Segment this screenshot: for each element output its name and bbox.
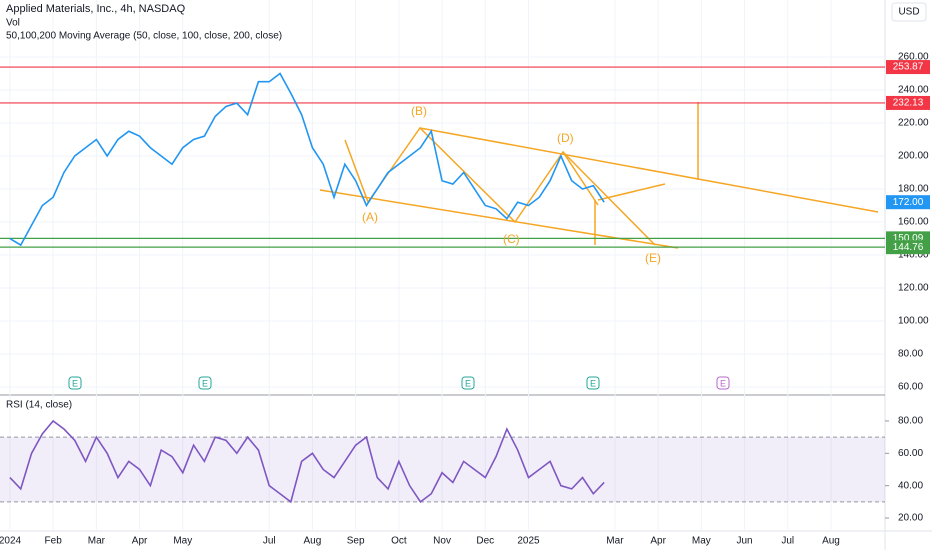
x-tick-label: Apr bbox=[650, 536, 666, 547]
level-label: 232.13 bbox=[893, 98, 924, 109]
level-badge bbox=[886, 240, 930, 255]
earnings-badge bbox=[586, 376, 600, 390]
indicator-label: Vol bbox=[6, 18, 20, 29]
wave-e bbox=[562, 151, 656, 246]
x-tick-label: Oct bbox=[391, 536, 407, 547]
last-price-badge bbox=[886, 195, 930, 210]
earnings-badge bbox=[716, 376, 730, 390]
x-tick-label: May bbox=[692, 536, 711, 547]
grid bbox=[0, 0, 885, 530]
earnings-label: E bbox=[720, 378, 726, 388]
earnings-label: E bbox=[202, 378, 208, 388]
last-price-label: 172.00 bbox=[893, 197, 924, 208]
y-tick-label: 240.00 bbox=[898, 85, 929, 96]
currency[interactable]: USD bbox=[898, 7, 919, 18]
x-tick-label: Dec bbox=[476, 536, 494, 547]
y-tick-label: 60.00 bbox=[898, 382, 923, 393]
x-tick-label: May bbox=[173, 536, 192, 547]
earnings-badge bbox=[68, 376, 82, 390]
y-tick-label: 160.00 bbox=[898, 217, 929, 228]
x-tick-label: Feb bbox=[45, 536, 63, 547]
y-tick-label: 60.00 bbox=[898, 448, 923, 459]
x-tick-label: Aug bbox=[304, 536, 322, 547]
y-tick-label: 40.00 bbox=[898, 480, 923, 491]
x-tick-label: Mar bbox=[606, 536, 624, 547]
x-tick-label: Aug bbox=[822, 536, 840, 547]
x-tick-label: Mar bbox=[88, 536, 106, 547]
x-tick-label: Jul bbox=[263, 536, 276, 547]
y-tick-label: 140.00 bbox=[898, 250, 929, 261]
price-pane bbox=[0, 66, 885, 248]
x-tick-label: Sep bbox=[347, 536, 365, 547]
x-tick-label: Nov bbox=[433, 536, 451, 547]
annotation: (E) bbox=[645, 251, 661, 265]
rsi-band bbox=[0, 437, 885, 502]
y-tick-label: 200.00 bbox=[898, 151, 929, 162]
rsi-title: RSI (14, close) bbox=[6, 400, 72, 411]
y-tick-label: 20.00 bbox=[898, 513, 923, 524]
earnings: E E E E E bbox=[68, 376, 730, 390]
y-tick-label: 80.00 bbox=[898, 349, 923, 360]
earnings-badge bbox=[198, 376, 212, 390]
x-tick-label: 2024 bbox=[0, 536, 21, 547]
y-tick-label: 220.00 bbox=[898, 118, 929, 129]
chart-title: Applied Materials, Inc., 4h, NASDAQ bbox=[6, 3, 186, 15]
annotation: (A) bbox=[362, 210, 378, 224]
annotation: (B) bbox=[411, 104, 427, 118]
annotation: (C) bbox=[503, 232, 520, 246]
earnings-label: E bbox=[590, 378, 596, 388]
y-tick-label: 80.00 bbox=[898, 416, 923, 427]
x-tick-label: Apr bbox=[132, 536, 148, 547]
level-label: 253.87 bbox=[893, 62, 924, 73]
series-line bbox=[9, 419, 605, 504]
x-tick-label: Jun bbox=[736, 536, 752, 547]
wave-line bbox=[597, 183, 666, 201]
x-tick-label: 2025 bbox=[517, 536, 540, 547]
level-label: 150.09 bbox=[893, 233, 924, 244]
earnings-label: E bbox=[72, 378, 78, 388]
annotation: (D) bbox=[557, 131, 574, 145]
rsi-pane bbox=[0, 419, 889, 519]
currency-box[interactable] bbox=[891, 2, 927, 22]
zigzag bbox=[344, 126, 599, 224]
level-badge bbox=[886, 95, 930, 110]
series-line bbox=[9, 72, 605, 247]
y-tick-label: 180.00 bbox=[898, 184, 929, 195]
earnings-label: E bbox=[465, 378, 471, 388]
y-tick-label: 100.00 bbox=[898, 316, 929, 327]
x-tick-label: Jul bbox=[781, 536, 794, 547]
earnings-badge bbox=[461, 376, 475, 390]
y-tick-label: 120.00 bbox=[898, 283, 929, 294]
level-badge bbox=[886, 60, 930, 75]
indicator-label: 50,100,200 Moving Average (50, close, 10… bbox=[6, 31, 282, 42]
channel-upper bbox=[419, 127, 879, 213]
y-tick-label: 260.00 bbox=[898, 52, 929, 63]
level-label: 144.76 bbox=[893, 242, 924, 253]
